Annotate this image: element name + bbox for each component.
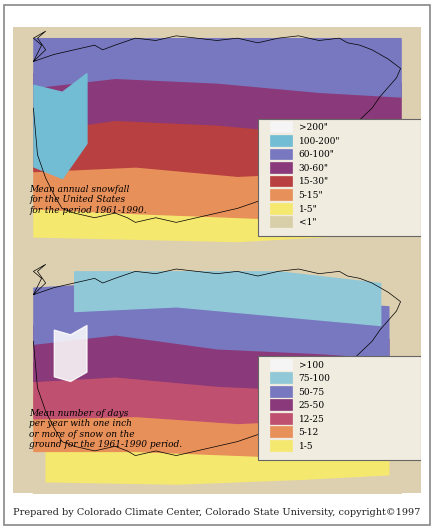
Text: 100-200": 100-200": [299, 137, 340, 146]
Text: >100: >100: [299, 361, 323, 370]
Text: Prepared by Colorado Climate Center, Colorado State University, copyright©1997: Prepared by Colorado Climate Center, Col…: [13, 508, 421, 517]
Bar: [270, 135, 293, 146]
Bar: [270, 359, 293, 370]
Text: 30-60": 30-60": [299, 164, 329, 173]
Text: 15-30": 15-30": [299, 178, 329, 187]
Text: 1-5": 1-5": [299, 205, 317, 214]
Bar: [270, 440, 293, 451]
Text: 75-100: 75-100: [299, 374, 330, 383]
Text: <1": <1": [299, 218, 316, 227]
Bar: [270, 373, 293, 383]
Bar: [270, 148, 293, 160]
Text: 12-25: 12-25: [299, 415, 325, 424]
Bar: [270, 400, 293, 410]
Bar: [270, 202, 293, 214]
Bar: [270, 162, 293, 173]
Text: 60-100": 60-100": [299, 151, 335, 160]
Bar: [270, 175, 293, 187]
Text: 5-15": 5-15": [299, 191, 323, 200]
Bar: [270, 413, 293, 424]
Bar: [270, 216, 293, 227]
Text: 1-5: 1-5: [299, 442, 313, 451]
Text: >200": >200": [299, 123, 328, 132]
Bar: [270, 189, 293, 200]
Bar: [270, 121, 293, 132]
Bar: [258, 356, 421, 460]
Text: 25-50: 25-50: [299, 401, 325, 410]
Text: 5-12: 5-12: [299, 428, 319, 437]
Text: Mean number of days
per year with one inch
or more of snow on the
ground for the: Mean number of days per year with one in…: [30, 409, 182, 449]
Bar: [270, 427, 293, 437]
Text: Mean annual snowfall
for the United States
for the period 1961-1990.: Mean annual snowfall for the United Stat…: [30, 185, 147, 215]
Bar: [270, 386, 293, 397]
Bar: [258, 119, 421, 236]
Text: 50-75: 50-75: [299, 388, 325, 397]
